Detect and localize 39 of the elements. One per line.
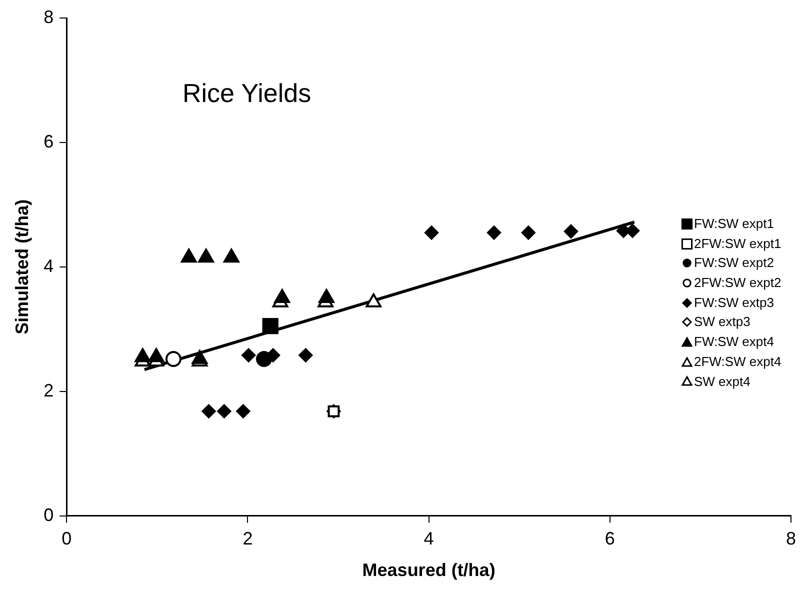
point	[487, 226, 501, 240]
point	[521, 226, 536, 240]
point	[236, 404, 250, 418]
y-tick-label: 8	[44, 6, 54, 27]
x-tick-label: 6	[604, 528, 615, 549]
point	[564, 224, 578, 238]
x-axis-title: Measured (t/ha)	[362, 560, 496, 580]
point	[274, 289, 290, 304]
point	[198, 248, 214, 263]
point	[262, 318, 278, 334]
legend-label: 2FW:SW expt4	[694, 352, 782, 371]
legend-label: SW expt4	[694, 372, 750, 391]
x-tick-label: 8	[786, 528, 796, 549]
y-axis-title: Simulated (t/ha)	[12, 199, 32, 334]
y-tick-label: 2	[44, 380, 54, 400]
text: Rice Yields	[182, 78, 312, 109]
x-tick-label: 2	[242, 528, 253, 549]
legend-label: FW:SW expt1	[694, 215, 774, 233]
legend-label: 2FW:SW expt2	[694, 274, 782, 292]
x-tick-label: 0	[62, 528, 72, 549]
point	[318, 289, 334, 304]
legend-label: FW:SW extp3	[694, 294, 774, 312]
point	[298, 348, 313, 362]
point	[202, 404, 216, 418]
y-tick-label: 0	[44, 504, 54, 525]
point	[256, 350, 272, 367]
legend-label: 2FW:SW expt1	[694, 234, 782, 253]
point	[180, 248, 197, 263]
point	[165, 350, 182, 367]
legend-label: FW:SW expt2	[694, 254, 774, 272]
legend-label: SW extp3	[694, 313, 750, 332]
legend-label: FW:SW expt4	[694, 333, 774, 352]
point	[217, 404, 232, 418]
x-tick-label: 4	[424, 528, 434, 549]
y-tick-label: 6	[44, 131, 54, 152]
point	[424, 226, 439, 240]
y-tick-label: 4	[44, 256, 54, 276]
point	[223, 248, 240, 263]
point	[242, 348, 256, 362]
